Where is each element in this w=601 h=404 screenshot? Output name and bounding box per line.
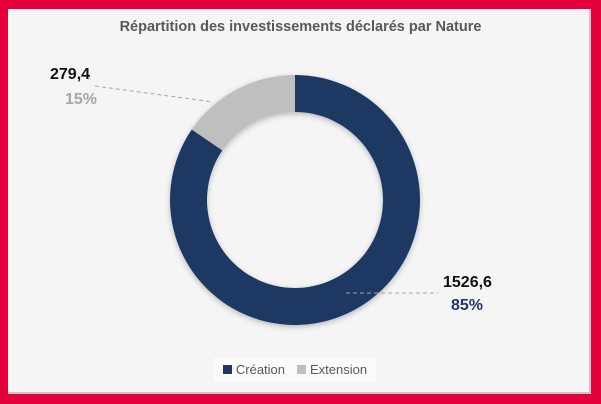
legend-label-extension: Extension xyxy=(310,361,368,377)
legend-item-extension[interactable]: Extension xyxy=(297,362,367,377)
data-label-percent-creation: 85% xyxy=(451,297,484,314)
chart-title: Répartition des investissements déclarés… xyxy=(119,19,482,35)
legend-swatch-creation xyxy=(222,364,232,374)
leader-line-extension xyxy=(94,85,214,103)
chart-panel xyxy=(8,9,591,394)
legend-item-creation[interactable]: Création xyxy=(222,361,286,377)
data-label-value-extension: 279,4 xyxy=(50,66,91,83)
legend-swatch-extension xyxy=(297,364,307,374)
donut-slice-extension[interactable] xyxy=(191,75,295,151)
data-label-value-creation: 1526,6 xyxy=(443,274,492,291)
legend-label-creation: Création xyxy=(235,361,286,377)
data-label-percent-extension: 15% xyxy=(65,91,98,108)
legend: Création Extension xyxy=(214,357,376,381)
donut-slice-creation[interactable] xyxy=(169,75,420,325)
